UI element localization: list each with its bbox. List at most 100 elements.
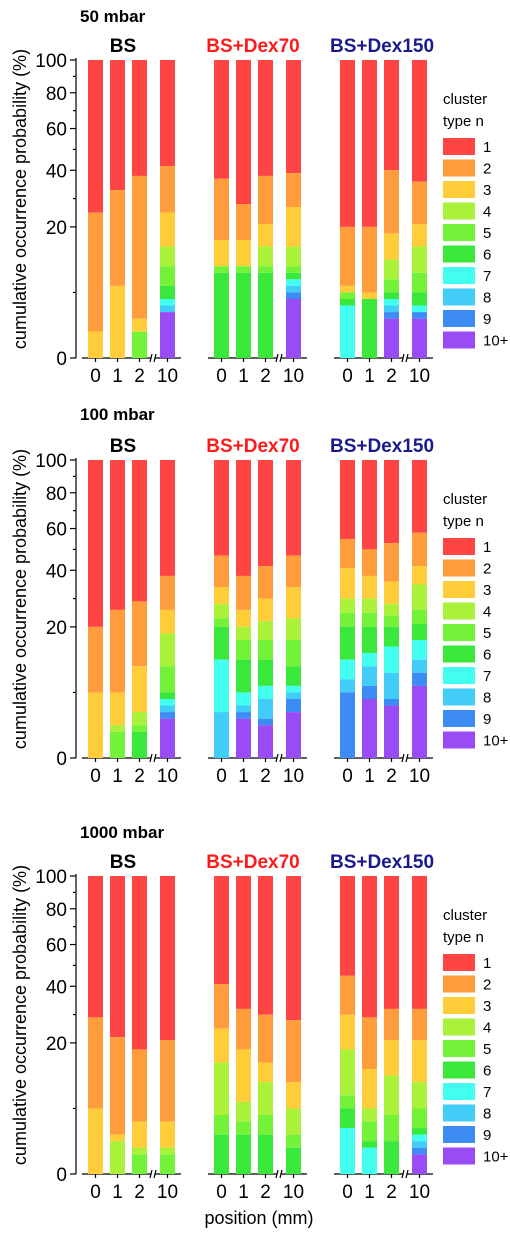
bar-segment-n8 bbox=[340, 679, 355, 693]
bar-segment-n10plus bbox=[412, 1154, 427, 1174]
bar-segment-n3 bbox=[132, 1121, 147, 1148]
bar-segment-n9 bbox=[412, 312, 427, 319]
bar-segment-n4 bbox=[160, 633, 175, 667]
bar-segment-n5 bbox=[160, 666, 175, 693]
bar-segment-n4 bbox=[362, 598, 377, 613]
x-tick-label: 0 bbox=[342, 766, 353, 787]
bar-segment-n1 bbox=[340, 60, 355, 227]
bar-segment-n7 bbox=[258, 685, 273, 699]
bar-segment-n4 bbox=[258, 246, 273, 267]
bar-segment-n3 bbox=[160, 212, 175, 247]
y-tick-label: 40 bbox=[46, 561, 67, 582]
bar-segment-n5 bbox=[286, 639, 301, 667]
bar-segment-n5 bbox=[340, 1095, 355, 1109]
legend-label: 6 bbox=[483, 647, 491, 664]
legend-swatch bbox=[443, 538, 475, 555]
bar-segment-n8 bbox=[160, 705, 175, 713]
legend-title: cluster bbox=[443, 491, 487, 508]
bar-segment-n2 bbox=[412, 532, 427, 567]
y-tick-label: 0 bbox=[56, 349, 67, 370]
legend-swatch bbox=[443, 267, 475, 284]
axis-break-mark bbox=[149, 1169, 153, 1179]
legend-swatch bbox=[443, 181, 475, 198]
bar-segment-n1 bbox=[214, 460, 229, 556]
bar-segment-n6 bbox=[384, 292, 399, 299]
axis-break-mark bbox=[279, 353, 283, 363]
bar-segment-n6 bbox=[236, 659, 251, 693]
legend-swatch bbox=[443, 731, 475, 749]
bar-segment-n10plus bbox=[412, 318, 427, 358]
x-tick-label: 10 bbox=[409, 1182, 430, 1203]
x-tick-label: 1 bbox=[238, 766, 249, 787]
bar-segment-n1 bbox=[214, 60, 229, 179]
bar-segment-n4 bbox=[160, 1147, 175, 1155]
bar-segment-n9 bbox=[340, 692, 355, 758]
bar-segment-n6 bbox=[286, 1147, 301, 1174]
bar-segment-n8 bbox=[236, 705, 251, 713]
bar-segment-n1 bbox=[88, 876, 103, 1018]
x-tick-label: 10 bbox=[283, 366, 304, 387]
x-tick-label: 10 bbox=[409, 766, 430, 787]
bar-segment-n5 bbox=[384, 615, 399, 627]
bar-segment-n1 bbox=[110, 460, 125, 610]
bar-segment-n2 bbox=[286, 173, 301, 208]
legend-swatch bbox=[443, 1104, 475, 1122]
bar-segment-n1 bbox=[160, 460, 175, 576]
x-tick-label: 10 bbox=[283, 1182, 304, 1203]
axis-break-mark bbox=[401, 1169, 405, 1179]
bar-segment-n4 bbox=[236, 626, 251, 640]
x-tick-label: 1 bbox=[364, 366, 375, 387]
bar-segment-n6 bbox=[362, 1141, 377, 1148]
bar-segment-n3 bbox=[412, 566, 427, 585]
bar-segment-n5 bbox=[412, 272, 427, 293]
bar-segment-n7 bbox=[362, 1147, 377, 1174]
axis-break-mark bbox=[405, 1169, 409, 1179]
bar-segment-n9 bbox=[412, 672, 427, 686]
bar-segment-n5 bbox=[132, 331, 147, 358]
panel-title: 1000 mbar bbox=[80, 823, 164, 842]
bar-segment-n7 bbox=[160, 698, 175, 706]
bar-segment-n6 bbox=[286, 272, 301, 280]
y-axis-label: cumulative occurrence probability (%) bbox=[10, 865, 30, 1165]
bar-segment-n6 bbox=[412, 624, 427, 640]
bar-segment-n2 bbox=[160, 1040, 175, 1122]
x-tick-label: 0 bbox=[342, 1182, 353, 1203]
bar-segment-n1 bbox=[384, 876, 399, 1009]
panel-title: 100 mbar bbox=[80, 405, 155, 424]
bar-segment-n2 bbox=[362, 549, 377, 576]
bar-segment-n2 bbox=[340, 975, 355, 1015]
bar-segment-n9 bbox=[362, 685, 377, 699]
bar-segment-n5 bbox=[132, 725, 147, 732]
bar-segment-n6 bbox=[160, 692, 175, 699]
bar-segment-n10plus bbox=[362, 698, 377, 758]
bar-segment-n1 bbox=[412, 876, 427, 1009]
bar-segment-n3 bbox=[384, 581, 399, 605]
bar-segment-n2 bbox=[384, 543, 399, 582]
axis-break-mark bbox=[149, 353, 153, 363]
bar-segment-n1 bbox=[110, 60, 125, 191]
x-tick-label: 2 bbox=[134, 366, 145, 387]
bar-segment-n5 bbox=[160, 1154, 175, 1174]
bar-segment-n1 bbox=[214, 876, 229, 985]
bar-segment-n2 bbox=[236, 204, 251, 240]
bar-segment-n6 bbox=[132, 731, 147, 758]
bar-segment-n6 bbox=[412, 292, 427, 306]
legend-title: type n bbox=[443, 113, 484, 130]
bar-segment-n2 bbox=[286, 555, 301, 588]
legend-label: 10+ bbox=[483, 333, 509, 350]
y-tick-label: 100 bbox=[35, 451, 67, 472]
y-tick-label: 40 bbox=[46, 977, 67, 998]
x-tick-label: 10 bbox=[157, 1182, 178, 1203]
y-tick-label: 60 bbox=[46, 520, 67, 541]
bar-segment-n6 bbox=[236, 1134, 251, 1174]
legend-swatch bbox=[443, 645, 475, 663]
bar-segment-n7 bbox=[286, 279, 301, 286]
bar-segment-n3 bbox=[362, 1069, 377, 1109]
bar-segment-n3 bbox=[110, 1134, 125, 1142]
bar-segment-n8 bbox=[286, 692, 301, 699]
legend-label: 7 bbox=[483, 1084, 491, 1101]
bar-segment-n5 bbox=[258, 639, 273, 660]
bar-segment-n1 bbox=[236, 460, 251, 576]
x-tick-label: 10 bbox=[157, 766, 178, 787]
bar-segment-n10plus bbox=[160, 312, 175, 358]
